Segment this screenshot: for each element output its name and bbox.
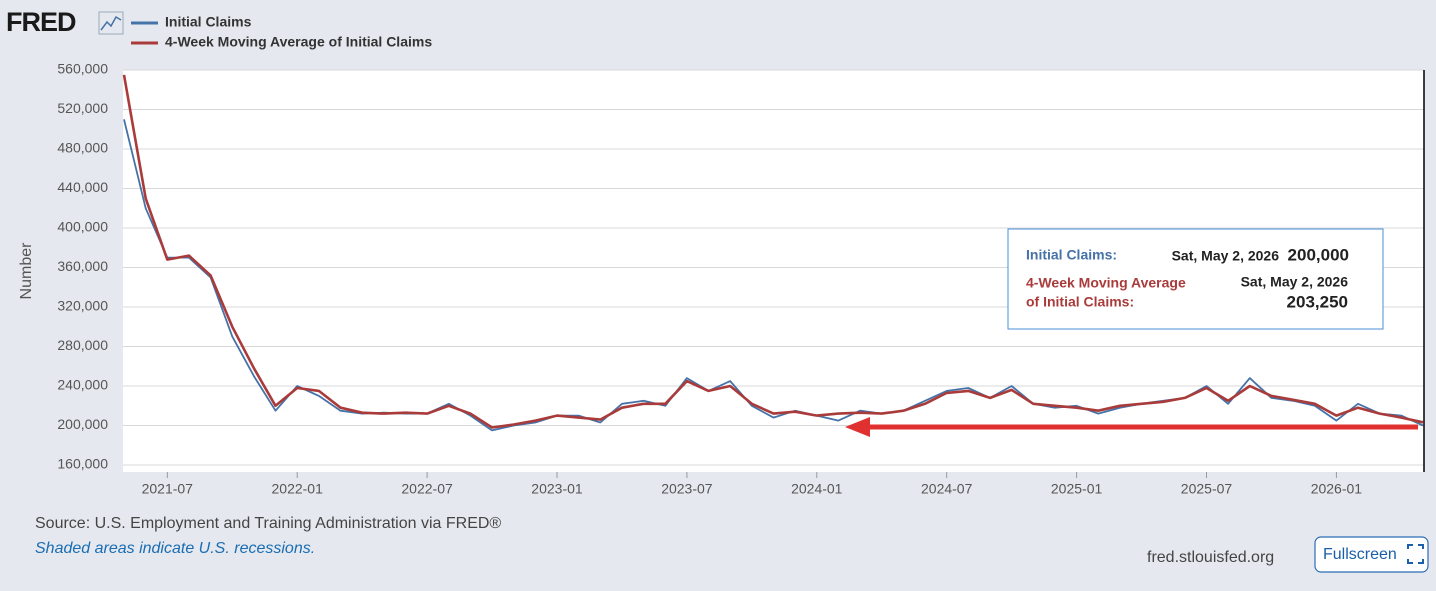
- x-tick-label: 2025-07: [1181, 481, 1233, 497]
- series-line: [123, 119, 1424, 432]
- x-tick-label: 2024-07: [921, 481, 973, 497]
- y-tick-label: 360,000: [57, 258, 108, 274]
- tooltip-date: Sat, May 2, 2026: [1172, 248, 1280, 264]
- tooltip-date: Sat, May 2, 2026: [1241, 274, 1349, 290]
- legend-label: Initial Claims: [165, 14, 252, 30]
- tooltip-value: 203,250: [1287, 292, 1348, 311]
- y-tick-label: 280,000: [57, 337, 108, 353]
- button-label[interactable]: Fullscreen: [1323, 546, 1397, 563]
- tooltip: Initial Claims: Sat, May 2, 2026 200,000…: [1007, 228, 1384, 330]
- y-tick-label: 400,000: [57, 219, 108, 235]
- annotation-arrow: [845, 417, 1418, 437]
- note: Shaded areas indicate U.S. recessions.: [35, 540, 315, 557]
- x-tick-label: 2026-01: [1311, 481, 1363, 497]
- fullscreen-button[interactable]: Fullscreen: [1314, 536, 1429, 573]
- tooltip-value: 200,000: [1288, 245, 1349, 264]
- tooltip-name: Initial Claims:: [1026, 247, 1117, 263]
- legend-label: 4-Week Moving Average of Initial Claims: [165, 34, 432, 50]
- y-tick-label: 520,000: [57, 100, 108, 116]
- plot: 160,000 200,000 240,000 280,000 320,000 360,0…: [57, 61, 1424, 497]
- x-tick-label: 2022-07: [401, 481, 453, 497]
- y-tick-label: 320,000: [57, 298, 108, 314]
- y-tick-label: 480,000: [57, 140, 108, 156]
- x-tick-label: 2023-01: [531, 481, 583, 497]
- x-tick-label: 2025-01: [1051, 481, 1103, 497]
- y-tick-label: 240,000: [57, 377, 108, 393]
- source: Source: U.S. Employment and Training Adm…: [35, 515, 501, 532]
- y-tick-label: 160,000: [57, 456, 108, 472]
- x-tick-label: 2024-01: [791, 481, 843, 497]
- x-tick-label: 2022-01: [272, 481, 324, 497]
- tooltip-name: 4-Week Moving Average: [1026, 275, 1186, 291]
- series-line: [122, 74, 1424, 429]
- site-url: fred.stlouisfed.org: [1147, 549, 1274, 566]
- logo-icon: [98, 11, 124, 35]
- logo: FRED: [6, 7, 76, 37]
- tooltip-name: of Initial Claims:: [1026, 294, 1134, 310]
- y-axis-label: Number: [18, 242, 35, 300]
- y-tick-label: 440,000: [57, 179, 108, 195]
- x-tick-label: 2021-07: [142, 481, 194, 497]
- x-tick-label: 2023-07: [661, 481, 713, 497]
- y-tick-label: 560,000: [57, 61, 108, 77]
- y-tick-label: 200,000: [57, 416, 108, 432]
